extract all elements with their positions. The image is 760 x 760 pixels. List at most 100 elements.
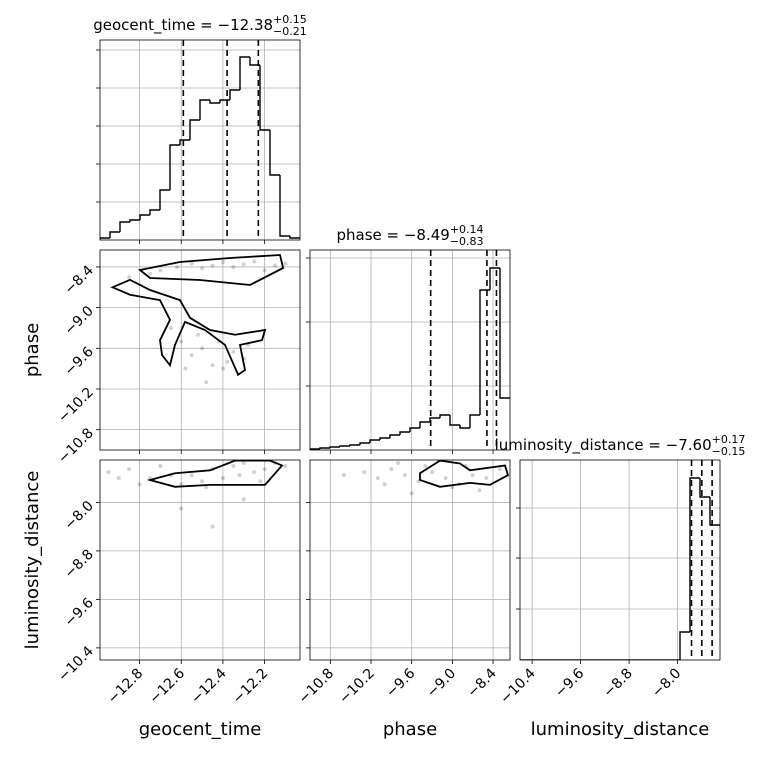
sample-point	[220, 260, 225, 265]
sample-point	[225, 359, 230, 364]
x-tick-label: −9.0	[424, 666, 459, 701]
hist-step	[429, 417, 440, 422]
sample-point	[195, 332, 200, 337]
panel-frame	[519, 459, 721, 661]
sample-point	[341, 473, 346, 478]
hist-step	[689, 477, 700, 632]
y-axis-label: phase	[22, 323, 43, 377]
panel	[100, 250, 300, 450]
title-main: geocent_time = −12.38	[93, 16, 273, 35]
sample-point	[148, 271, 152, 276]
sample-point	[252, 259, 257, 264]
hist-step	[229, 89, 240, 100]
x-axis-label: geocent_time	[139, 719, 262, 740]
hist-step	[289, 236, 300, 239]
hist-step	[369, 439, 380, 443]
sample-point	[116, 476, 121, 481]
sample-point	[273, 263, 277, 268]
sample-point	[220, 366, 225, 371]
panel	[310, 460, 510, 660]
sample-point	[210, 524, 215, 529]
hist-step	[479, 289, 490, 415]
hist-title: luminosity_distance = −7.60+0.17 −0.15	[495, 433, 746, 458]
hist-step	[159, 189, 170, 210]
hist-step	[279, 175, 290, 237]
sample-point	[200, 346, 205, 351]
hist-step	[459, 425, 470, 429]
panel-frame	[99, 39, 301, 241]
title-lower: −0.15	[712, 445, 746, 458]
y-tick-label: −9.6	[61, 344, 96, 379]
hist-step	[339, 445, 350, 447]
sample-point	[204, 380, 209, 385]
x-tick-label: −9.6	[383, 665, 418, 700]
y-tick-label: −9.6	[61, 595, 96, 630]
sample-point	[183, 366, 188, 371]
title-main: phase = −8.49	[336, 226, 449, 244]
sample-point	[484, 476, 489, 481]
sample-point	[204, 485, 209, 490]
panel-frame	[99, 459, 301, 661]
sample-point	[497, 467, 502, 472]
hist-step	[259, 65, 270, 131]
title-upper: +0.15	[273, 13, 307, 26]
y-tick-label: −8.4	[61, 262, 96, 297]
sample-point	[237, 473, 242, 478]
y-tick-label: −10.4	[55, 643, 97, 685]
x-tick-label: −8.0	[649, 666, 684, 701]
hist-step	[409, 427, 420, 432]
hist-step	[349, 444, 360, 446]
sample-point	[127, 275, 132, 280]
hist-step	[100, 237, 110, 240]
y-tick-label: −10.8	[55, 425, 97, 467]
hist-step	[359, 442, 370, 445]
sample-point	[220, 476, 225, 481]
hist-step	[439, 414, 450, 418]
y-axis-label: luminosity_distance	[22, 471, 43, 650]
contour	[146, 460, 284, 488]
x-axis-label: luminosity_distance	[531, 719, 710, 740]
x-tick-label: −8.8	[601, 666, 636, 701]
x-tick-label: −10.2	[336, 666, 378, 708]
panel-frame	[99, 249, 301, 451]
sample-point	[200, 266, 205, 271]
sample-point	[179, 339, 184, 344]
hist-step	[129, 219, 140, 222]
sample-point	[189, 353, 194, 358]
sample-point	[231, 349, 236, 354]
sample-point	[252, 470, 257, 475]
panel-frame	[309, 459, 511, 661]
sample-point	[127, 467, 132, 472]
hist-step	[379, 437, 390, 440]
sample-point	[477, 488, 482, 493]
hist-step	[269, 130, 280, 176]
panel	[100, 460, 300, 660]
hist-step	[169, 144, 180, 190]
sample-point	[210, 363, 215, 368]
sample-point	[241, 461, 246, 466]
title-lower: −0.21	[273, 25, 307, 38]
x-tick-label: −9.6	[552, 665, 587, 700]
hist-step	[199, 99, 210, 120]
x-tick-label: −10.4	[497, 665, 539, 707]
sample-point	[409, 491, 414, 496]
panel	[520, 460, 720, 660]
sample-point	[430, 470, 435, 475]
x-tick-label: −8.4	[465, 665, 500, 700]
sample-point	[402, 473, 407, 478]
sample-point	[241, 497, 246, 502]
sample-point	[389, 467, 394, 472]
hist-step	[699, 478, 710, 498]
hist-title: geocent_time = −12.38+0.15 −0.21	[93, 13, 307, 38]
x-tick-label: −12.8	[105, 666, 147, 708]
hist-step	[310, 448, 320, 450]
hist-step	[419, 421, 430, 428]
hist-step	[239, 56, 250, 90]
x-tick-label: −12.4	[188, 665, 230, 707]
sample-point	[179, 506, 184, 511]
sample-point	[200, 479, 205, 484]
sample-point	[362, 470, 367, 475]
sample-point	[158, 268, 163, 273]
hist-step	[139, 214, 150, 220]
